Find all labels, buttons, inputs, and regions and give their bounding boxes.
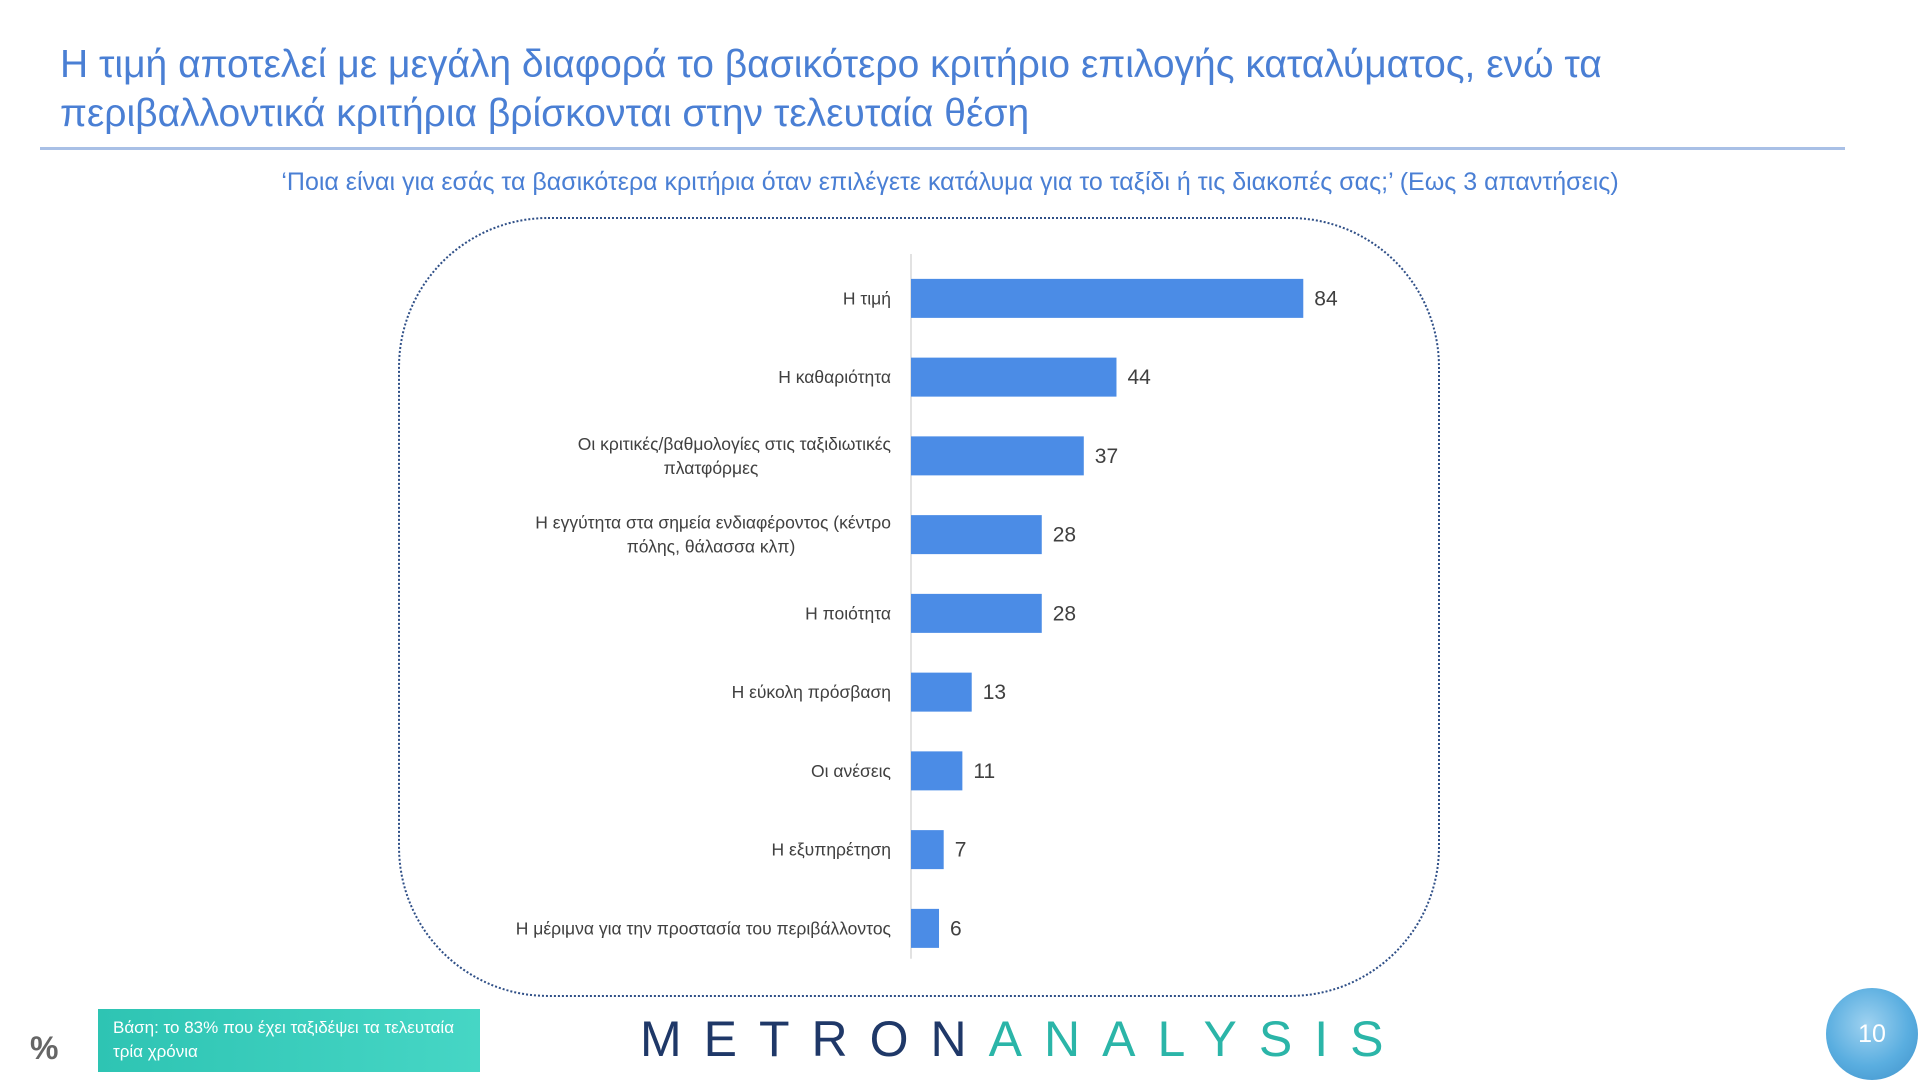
bar-value-label-4: 28 — [1053, 602, 1076, 625]
category-label-0: Η τιμή — [843, 288, 891, 308]
chart-frame — [398, 217, 1440, 997]
logo-part-metron: METRON — [640, 1011, 989, 1067]
metron-analysis-logo: METRONANALYSIS — [640, 1010, 1384, 1068]
category-label-3-line-1: πόλης, θάλασσα κλπ) — [627, 537, 796, 557]
bar-4 — [911, 593, 1042, 633]
bar-value-label-0: 84 — [1314, 287, 1338, 310]
bar-value-label-8: 6 — [950, 917, 962, 940]
bar-5 — [911, 672, 972, 712]
bar-value-label-7: 7 — [955, 839, 967, 862]
category-label-2-line-0: Οι κριτικές/βαθμολογίες στις ταξιδιωτικέ… — [578, 434, 891, 454]
category-label-2-line-1: πλατφόρμες — [664, 458, 759, 478]
percent-symbol: % — [30, 1030, 59, 1066]
category-label-1: Η καθαριότητα — [778, 367, 891, 387]
bar-7 — [911, 830, 944, 870]
bar-value-label-6: 11 — [973, 760, 995, 783]
bar-8 — [911, 908, 940, 948]
category-label-6: Οι ανέσεις — [811, 761, 891, 781]
bar-1 — [911, 357, 1117, 397]
question-subtitle: ‘Ποια είναι για εσάς τα βασικότερα κριτή… — [281, 168, 1619, 196]
page-number: 10 — [1826, 988, 1918, 1080]
bar-3 — [911, 515, 1042, 555]
bar-value-label-3: 28 — [1053, 524, 1076, 547]
base-note: Βάση: το 83% που έχει ταξιδέψει τα τελευ… — [98, 1009, 480, 1072]
category-label-4: Η ποιότητα — [805, 603, 891, 623]
category-label-7: Η εξυπηρέτηση — [772, 840, 891, 860]
bar-value-label-5: 13 — [983, 681, 1006, 704]
category-label-3-line-0: Η εγγύτητα στα σημεία ενδιαφέροντος (κέν… — [535, 513, 891, 533]
logo-part-analysis: ANALYSIS — [988, 1011, 1406, 1067]
bar-value-label-1: 44 — [1127, 366, 1151, 389]
category-label-8: Η μέριμνα για την προστασία του περιβάλλ… — [516, 918, 891, 938]
category-label-5: Η εύκολη πρόσβαση — [732, 682, 891, 702]
title-divider — [40, 147, 1845, 150]
slide-title: Η τιμή αποτελεί με μεγάλη διαφορά το βασ… — [60, 43, 1602, 135]
bar-0 — [911, 278, 1304, 318]
bar-6 — [911, 751, 963, 791]
bar-2 — [911, 436, 1084, 476]
bar-value-label-2: 37 — [1095, 445, 1118, 468]
